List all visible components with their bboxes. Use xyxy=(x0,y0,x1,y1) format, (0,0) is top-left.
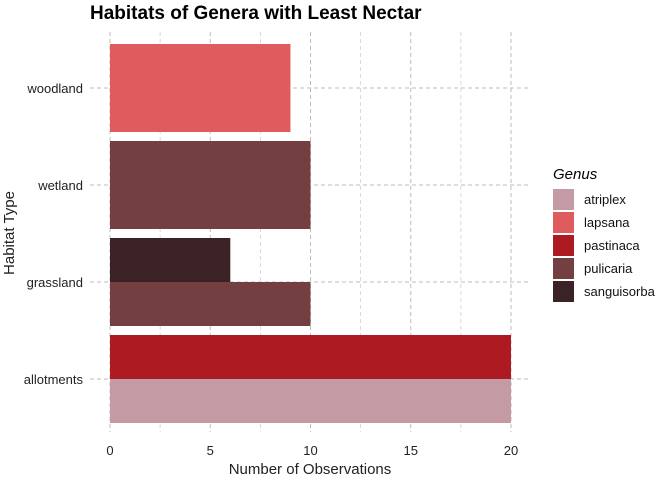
bar-allotments-atriplex xyxy=(110,379,511,423)
bars xyxy=(110,44,511,423)
legend-title: Genus xyxy=(553,166,598,183)
legend-label-lapsana: lapsana xyxy=(584,215,630,230)
x-tick-label: 20 xyxy=(504,443,518,458)
y-tick-label: woodland xyxy=(26,81,83,96)
legend-label-sanguisorba: sanguisorba xyxy=(584,284,656,299)
chart-title: Habitats of Genera with Least Nectar xyxy=(90,3,422,24)
y-axis-ticks: allotments grassland wetland woodland xyxy=(24,81,84,387)
x-tick-label: 15 xyxy=(404,443,418,458)
x-tick-label: 10 xyxy=(303,443,317,458)
bar-allotments-pastinaca xyxy=(110,335,511,379)
x-tick-label: 5 xyxy=(207,443,214,458)
legend-swatch-atriplex xyxy=(553,189,574,210)
legend-swatch-sanguisorba xyxy=(553,281,574,302)
bar-wetland-pulicaria xyxy=(110,141,311,229)
x-axis-ticks: 0 5 10 15 20 xyxy=(106,443,518,458)
x-tick-label: 0 xyxy=(106,443,113,458)
legend: Genus atriplex lapsana pastinaca pulicaria s… xyxy=(553,166,656,302)
bar-grassland-pulicaria xyxy=(110,282,311,326)
y-tick-label: grassland xyxy=(27,275,83,290)
legend-label-atriplex: atriplex xyxy=(584,192,626,207)
legend-label-pastinaca: pastinaca xyxy=(584,238,640,253)
y-tick-label: allotments xyxy=(24,372,84,387)
y-tick-label: wetland xyxy=(37,178,83,193)
bar-grassland-sanguisorba xyxy=(110,238,231,282)
x-axis-label: Number of Observations xyxy=(229,461,392,478)
legend-label-pulicaria: pulicaria xyxy=(584,261,633,276)
legend-swatch-pulicaria xyxy=(553,258,574,279)
legend-swatch-pastinaca xyxy=(553,235,574,256)
bar-woodland-lapsana xyxy=(110,44,291,132)
y-axis-label: Habitat Type xyxy=(1,191,18,275)
legend-swatch-lapsana xyxy=(553,212,574,233)
